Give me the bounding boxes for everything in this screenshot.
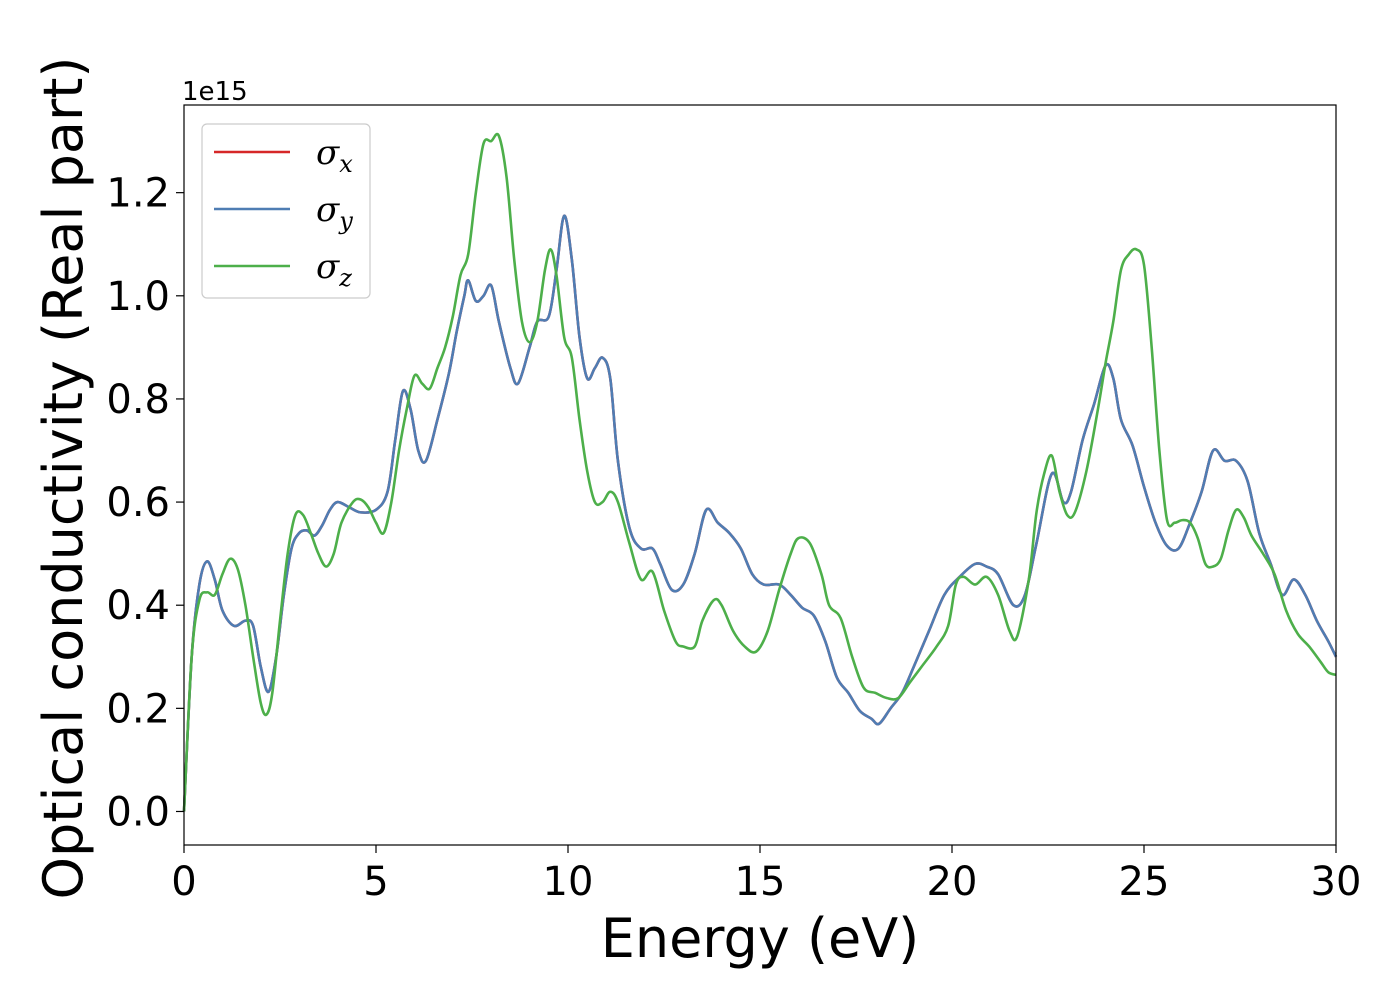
x-tick-label: 20 (927, 859, 978, 905)
y-tick-label: 1.2 (106, 171, 170, 217)
series-layer (182, 132, 1338, 812)
legend-label-z: σz (316, 247, 352, 292)
x-tick-label: 10 (543, 859, 594, 905)
y-tick-label: 0.4 (106, 583, 170, 629)
legend-label-x: σx (316, 133, 353, 178)
x-tick-label: 15 (735, 859, 786, 905)
x-axis-ticks: 0 5 10 15 20 25 30 (171, 845, 1361, 905)
series-line-y (182, 214, 1338, 812)
series-line-z (182, 132, 1337, 812)
x-tick-label: 5 (363, 859, 388, 905)
y-tick-label: 0.2 (106, 686, 170, 732)
legend: σx σy σz (201, 123, 371, 299)
y-tick-label: 0.8 (106, 377, 170, 423)
y-tick-label: 0.6 (106, 480, 170, 526)
x-tick-label: 30 (1311, 859, 1362, 905)
y-tick-label: 1.0 (106, 274, 170, 320)
legend-label-y: σy (316, 190, 353, 235)
y-offset-label: 1e15 (182, 77, 248, 107)
y-axis-label: Optical conductivity (Real part) (32, 57, 95, 900)
plot-background (184, 105, 1336, 845)
y-axis-ticks: 0.0 0.2 0.4 0.6 0.8 1.0 1.2 (106, 171, 184, 835)
x-tick-label: 25 (1119, 859, 1170, 905)
y-tick-label: 0.0 (106, 789, 170, 835)
legend-frame (201, 123, 371, 299)
x-axis-label: Energy (eV) (601, 907, 920, 970)
x-tick-label: 0 (171, 859, 196, 905)
